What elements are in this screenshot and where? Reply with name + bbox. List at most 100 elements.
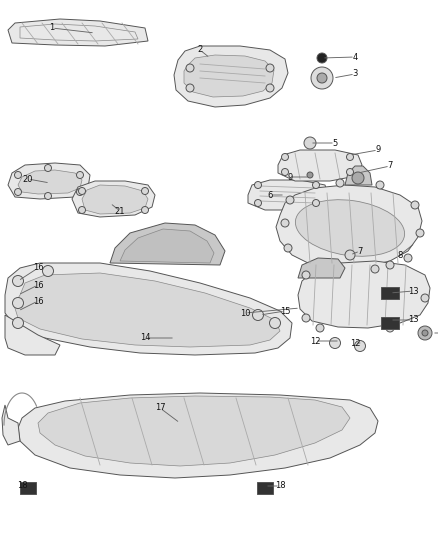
Text: 2: 2 xyxy=(198,45,203,54)
Circle shape xyxy=(281,219,289,227)
FancyBboxPatch shape xyxy=(20,482,36,494)
Circle shape xyxy=(254,182,261,189)
Polygon shape xyxy=(18,170,82,194)
Circle shape xyxy=(13,318,24,328)
Circle shape xyxy=(266,84,274,92)
Text: 10: 10 xyxy=(240,309,250,318)
Circle shape xyxy=(302,314,310,322)
Circle shape xyxy=(312,199,319,206)
Polygon shape xyxy=(2,405,20,445)
Text: 7: 7 xyxy=(387,161,393,171)
Circle shape xyxy=(307,172,313,178)
Polygon shape xyxy=(298,258,345,278)
Text: 13: 13 xyxy=(408,287,418,295)
Text: 12: 12 xyxy=(310,336,320,345)
Polygon shape xyxy=(298,261,430,328)
Polygon shape xyxy=(248,180,328,210)
Circle shape xyxy=(371,265,379,273)
Text: 4: 4 xyxy=(353,52,357,61)
Circle shape xyxy=(186,84,194,92)
Polygon shape xyxy=(120,229,214,263)
Circle shape xyxy=(416,229,424,237)
Text: 15: 15 xyxy=(280,306,290,316)
Circle shape xyxy=(421,294,429,302)
Ellipse shape xyxy=(295,200,405,256)
Polygon shape xyxy=(72,181,155,217)
Circle shape xyxy=(404,254,412,262)
Polygon shape xyxy=(278,150,362,181)
Text: 18: 18 xyxy=(17,481,27,490)
Circle shape xyxy=(252,310,264,320)
Polygon shape xyxy=(345,166,372,185)
Polygon shape xyxy=(5,263,292,355)
Circle shape xyxy=(411,201,419,209)
Text: 13: 13 xyxy=(408,316,418,325)
Polygon shape xyxy=(14,273,280,347)
Polygon shape xyxy=(5,315,60,355)
Polygon shape xyxy=(38,396,350,466)
Text: 21: 21 xyxy=(115,206,125,215)
Circle shape xyxy=(14,189,21,196)
FancyBboxPatch shape xyxy=(257,482,273,494)
Circle shape xyxy=(346,154,353,160)
Text: 18: 18 xyxy=(275,481,285,490)
Text: 16: 16 xyxy=(33,296,43,305)
Circle shape xyxy=(284,244,292,252)
Circle shape xyxy=(422,330,428,336)
Circle shape xyxy=(13,276,24,287)
Text: 14: 14 xyxy=(140,334,150,343)
Text: 9: 9 xyxy=(287,173,293,182)
Text: 17: 17 xyxy=(155,403,165,413)
Circle shape xyxy=(418,326,432,340)
FancyBboxPatch shape xyxy=(381,287,399,299)
Circle shape xyxy=(376,181,384,189)
Circle shape xyxy=(14,172,21,179)
Circle shape xyxy=(317,73,327,83)
Circle shape xyxy=(78,206,85,214)
Polygon shape xyxy=(276,185,422,269)
Circle shape xyxy=(346,168,353,175)
Text: 16: 16 xyxy=(33,280,43,289)
Circle shape xyxy=(266,64,274,72)
Text: 16: 16 xyxy=(33,263,43,272)
Polygon shape xyxy=(18,393,378,478)
Text: 5: 5 xyxy=(332,139,338,148)
FancyBboxPatch shape xyxy=(381,317,399,329)
Polygon shape xyxy=(174,46,288,107)
Text: 12: 12 xyxy=(350,338,360,348)
Circle shape xyxy=(282,154,289,160)
Polygon shape xyxy=(184,55,274,97)
Text: 9: 9 xyxy=(375,146,381,155)
Circle shape xyxy=(13,297,24,309)
Circle shape xyxy=(78,188,85,195)
Circle shape xyxy=(352,172,364,184)
Text: 8: 8 xyxy=(397,251,403,260)
Text: 3: 3 xyxy=(352,69,358,78)
Circle shape xyxy=(282,168,289,175)
Circle shape xyxy=(386,324,394,332)
Circle shape xyxy=(312,182,319,189)
Circle shape xyxy=(304,137,316,149)
Circle shape xyxy=(286,196,294,204)
Circle shape xyxy=(302,271,310,279)
Circle shape xyxy=(386,261,394,269)
Polygon shape xyxy=(110,223,225,265)
Circle shape xyxy=(42,265,53,277)
Circle shape xyxy=(345,250,355,260)
Text: 6: 6 xyxy=(267,190,273,199)
Circle shape xyxy=(354,341,365,351)
Polygon shape xyxy=(8,163,90,199)
Polygon shape xyxy=(82,185,148,214)
Circle shape xyxy=(77,172,84,179)
Polygon shape xyxy=(8,19,148,46)
Circle shape xyxy=(141,206,148,214)
Circle shape xyxy=(45,192,52,199)
Circle shape xyxy=(141,188,148,195)
Text: 7: 7 xyxy=(357,246,363,255)
Circle shape xyxy=(77,189,84,196)
Circle shape xyxy=(316,324,324,332)
Circle shape xyxy=(254,199,261,206)
Text: 1: 1 xyxy=(49,23,55,33)
Circle shape xyxy=(45,165,52,172)
Circle shape xyxy=(336,179,344,187)
